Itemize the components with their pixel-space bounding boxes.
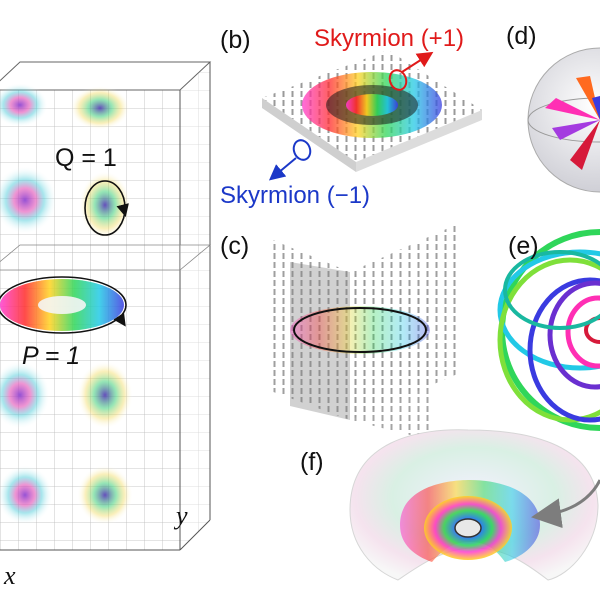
panel-b-plus-marker xyxy=(388,69,408,91)
panel-d-tag: (d) xyxy=(506,22,537,50)
panel-e xyxy=(497,229,600,431)
panel-a-p-loop-arrow xyxy=(113,312,126,327)
panel-e-fiber xyxy=(584,316,600,344)
panel-a-slice-outline xyxy=(0,244,212,271)
panel-c-plane-front xyxy=(350,272,430,440)
axis-x-label: x xyxy=(3,561,16,590)
panel-e-fiber xyxy=(503,250,600,330)
panel-f-center-hole xyxy=(454,518,482,538)
panel-a xyxy=(0,61,212,551)
panel-b-plus-arrow xyxy=(401,51,434,73)
panel-d-spin-arrow xyxy=(545,98,600,120)
panel-a-texture-blob xyxy=(0,465,53,525)
panel-a-texture-blob xyxy=(0,83,48,127)
panel-b xyxy=(262,50,482,181)
panel-d-sphere xyxy=(527,47,600,193)
panel-a-box-edge-bottom xyxy=(179,519,211,551)
panel-b-lattice-edge xyxy=(262,98,356,172)
panel-e-fiber xyxy=(547,280,600,390)
panel-e-fiber xyxy=(497,257,600,423)
panel-e-tag: (e) xyxy=(508,232,539,260)
panel-a-ring-hole xyxy=(38,296,86,314)
panel-d-equator xyxy=(527,97,600,143)
panel-b-skyrmion-core xyxy=(346,94,398,116)
panel-c-loop xyxy=(293,307,427,353)
panel-b-minus-marker xyxy=(292,139,312,161)
skyrmion-minus-label: Skyrmion (−1) xyxy=(220,182,370,209)
panel-f-tag: (f) xyxy=(300,448,324,476)
panel-e-fiber xyxy=(565,295,600,369)
panel-a-texture-blob xyxy=(0,361,50,429)
panel-f-link-arrow xyxy=(531,479,600,529)
panel-c xyxy=(268,222,462,440)
panel-a-q-loop-arrow xyxy=(116,203,129,218)
panel-a-texture-blob xyxy=(77,465,133,525)
panel-f xyxy=(349,429,600,581)
panel-e-fiber xyxy=(527,277,600,423)
panel-a-p-label: P = 1 xyxy=(22,342,80,370)
panel-d-spin-arrow xyxy=(576,76,600,120)
panel-a-texture-blob xyxy=(77,361,133,429)
panel-e-fiber xyxy=(497,249,600,371)
skyrmion-plus-label: Skyrmion (+1) xyxy=(314,25,464,52)
panel-d-spin-arrow xyxy=(552,120,600,140)
axis-y-label: y xyxy=(173,501,188,530)
panel-a-texture-blob xyxy=(70,86,130,130)
panel-c-texture-band xyxy=(290,306,430,354)
panel-a-p-loop xyxy=(0,276,127,334)
panel-b-tag: (b) xyxy=(220,26,251,54)
panel-b-minus-arrow xyxy=(268,157,297,181)
panel-d xyxy=(527,47,600,193)
panel-a-grid-side xyxy=(180,62,210,550)
panel-d-spin-arrow xyxy=(592,96,600,120)
panel-b-lattice-edge xyxy=(356,110,482,172)
panel-d-spin-arrow xyxy=(570,120,600,170)
panel-a-texture-blob xyxy=(0,166,57,234)
panel-c-tag: (c) xyxy=(220,232,249,260)
panel-a-q-label: Q = 1 xyxy=(55,144,117,172)
panel-a-slice-plane xyxy=(0,245,210,270)
